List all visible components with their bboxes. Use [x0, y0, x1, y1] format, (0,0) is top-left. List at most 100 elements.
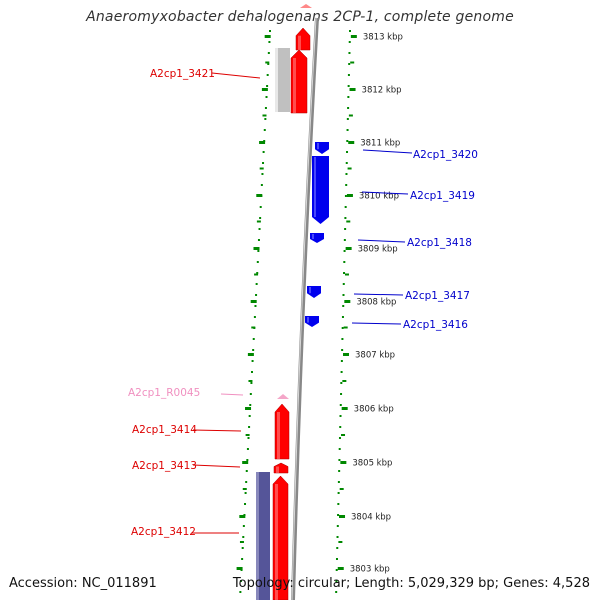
minor-tick-inner	[242, 488, 247, 490]
inner-ring-dot	[257, 250, 260, 252]
outer-ring-dot	[349, 30, 351, 32]
kbp-label: 3807 kbp	[355, 351, 395, 361]
outer-ring-dot	[341, 327, 344, 329]
inner-ring-dot	[259, 206, 262, 208]
outer-ring-dot	[337, 514, 340, 516]
kbp-label: 3809 kbp	[358, 245, 398, 255]
inner-ring-dot	[256, 272, 259, 274]
outer-ring-dot	[346, 118, 349, 120]
outer-ring-dot	[341, 316, 344, 318]
gene-leader-line	[220, 393, 244, 396]
gene-3421-gray-shine	[275, 48, 278, 112]
backbone-line	[291, 17, 319, 600]
kbp-label: 3811 kbp	[360, 139, 400, 149]
inner-ring-dot	[245, 481, 248, 483]
kbp-tick-inner	[256, 194, 263, 197]
minor-tick-outer	[348, 114, 353, 117]
outer-ring-dot	[342, 294, 345, 296]
gene-label: A2cp1_R0045	[128, 387, 200, 399]
inner-ring-dot	[259, 217, 262, 219]
minor-tick-outer	[347, 167, 352, 170]
inner-ring-dot	[252, 349, 255, 351]
kbp-tick-inner	[239, 515, 246, 518]
inner-ring-dot	[268, 41, 271, 43]
kbp-label: 3808 kbp	[356, 298, 396, 308]
outer-ring-dot	[347, 107, 350, 109]
gene-label: A2cp1_3419	[410, 190, 475, 202]
inner-ring-dot	[263, 129, 266, 131]
gene-top-arrow-shine	[298, 35, 301, 50]
gene-label: A2cp1_3416	[403, 319, 468, 331]
outer-ring-dot	[346, 129, 349, 131]
gene-leader-line	[353, 293, 404, 296]
outer-ring-dot	[340, 393, 343, 395]
gene-3419-arrow-shine	[314, 157, 316, 217]
outer-ring-dot	[344, 217, 347, 219]
outer-ring-dot	[338, 470, 341, 472]
gene-label: A2cp1_3413	[132, 460, 197, 472]
topology-text: Topology: circular; Length: 5,029,329 bp…	[232, 576, 590, 591]
kbp-tick-outer	[348, 141, 355, 144]
inner-ring-dot	[241, 547, 244, 549]
kbp-tick-outer	[349, 88, 356, 91]
minor-tick-outer	[338, 541, 343, 543]
outer-ring-dot	[343, 272, 346, 274]
kbp-tick-inner	[247, 353, 254, 356]
outer-ring-dot	[337, 492, 340, 494]
gene-leader-line	[361, 191, 409, 195]
outer-ring-dot	[340, 371, 343, 373]
kbp-tick-inner	[259, 141, 266, 144]
kbp-tick-outer	[341, 407, 348, 410]
minor-tick-outer	[346, 220, 351, 223]
inner-ring-dot	[239, 580, 242, 582]
gene-label: A2cp1_3414	[132, 424, 197, 436]
gene-leader-line	[362, 149, 413, 154]
gene-leader-line	[357, 239, 406, 243]
inner-ring-dot	[269, 30, 271, 32]
inner-ring-dot	[242, 536, 245, 538]
ticks-layer: 3813 kbp 3812 kbp 3811 kbp 3810 kbp 3809 kbp…	[236, 33, 403, 575]
inner-ring-dot	[253, 316, 256, 318]
backbone-highlight	[291, 17, 317, 600]
kbp-tick-outer	[343, 353, 350, 356]
outer-ring-dot	[336, 547, 339, 549]
kbp-tick-inner	[245, 407, 252, 410]
kbp-tick-outer	[337, 567, 344, 570]
outer-ring-dot	[344, 195, 347, 197]
gene-3421-arrow-shine	[293, 58, 296, 113]
inner-ring-dot	[252, 338, 255, 340]
inner-ring-dot	[258, 228, 261, 230]
outer-ring-dot	[345, 162, 348, 164]
inner-ring-dot	[249, 404, 252, 406]
inner-ring-dot	[245, 470, 248, 472]
minor-tick-inner	[248, 380, 253, 382]
minor-tick-outer	[341, 434, 346, 436]
gene-label: A2cp1_3418	[407, 237, 472, 249]
outer-ring-dot	[336, 536, 339, 538]
gene-3417-arrow-shine	[309, 287, 311, 294]
minor-tick-outer	[350, 61, 355, 64]
inner-ring-dot	[267, 63, 270, 65]
outer-ring-dot	[346, 151, 349, 153]
kbp-tick-inner	[264, 35, 271, 38]
minor-tick-outer	[343, 326, 348, 329]
inner-ring-dot	[264, 118, 267, 120]
inner-ring-dot	[244, 492, 247, 494]
kbp-tick-inner	[253, 247, 260, 250]
gene-label: A2cp1_3412	[131, 526, 196, 538]
gene-leader-line	[192, 464, 241, 468]
outer-ring-dot	[338, 459, 341, 461]
inner-ring-dot	[264, 107, 267, 109]
outer-ring-dot	[344, 228, 347, 230]
kbp-tick-outer	[344, 300, 351, 303]
genome-title: Anaeromyxobacter dehalogenans 2CP-1, com…	[86, 9, 514, 25]
kbp-tick-inner	[236, 567, 243, 570]
gene-3412-arrow-shine	[275, 484, 278, 600]
inner-ring-dot	[267, 52, 270, 54]
kbp-label: 3805 kbp	[352, 459, 392, 469]
kbp-label: 3803 kbp	[350, 565, 390, 575]
minor-tick-inner	[262, 114, 267, 117]
inner-ring-dot	[250, 371, 253, 373]
gene-leader-line	[211, 72, 261, 79]
